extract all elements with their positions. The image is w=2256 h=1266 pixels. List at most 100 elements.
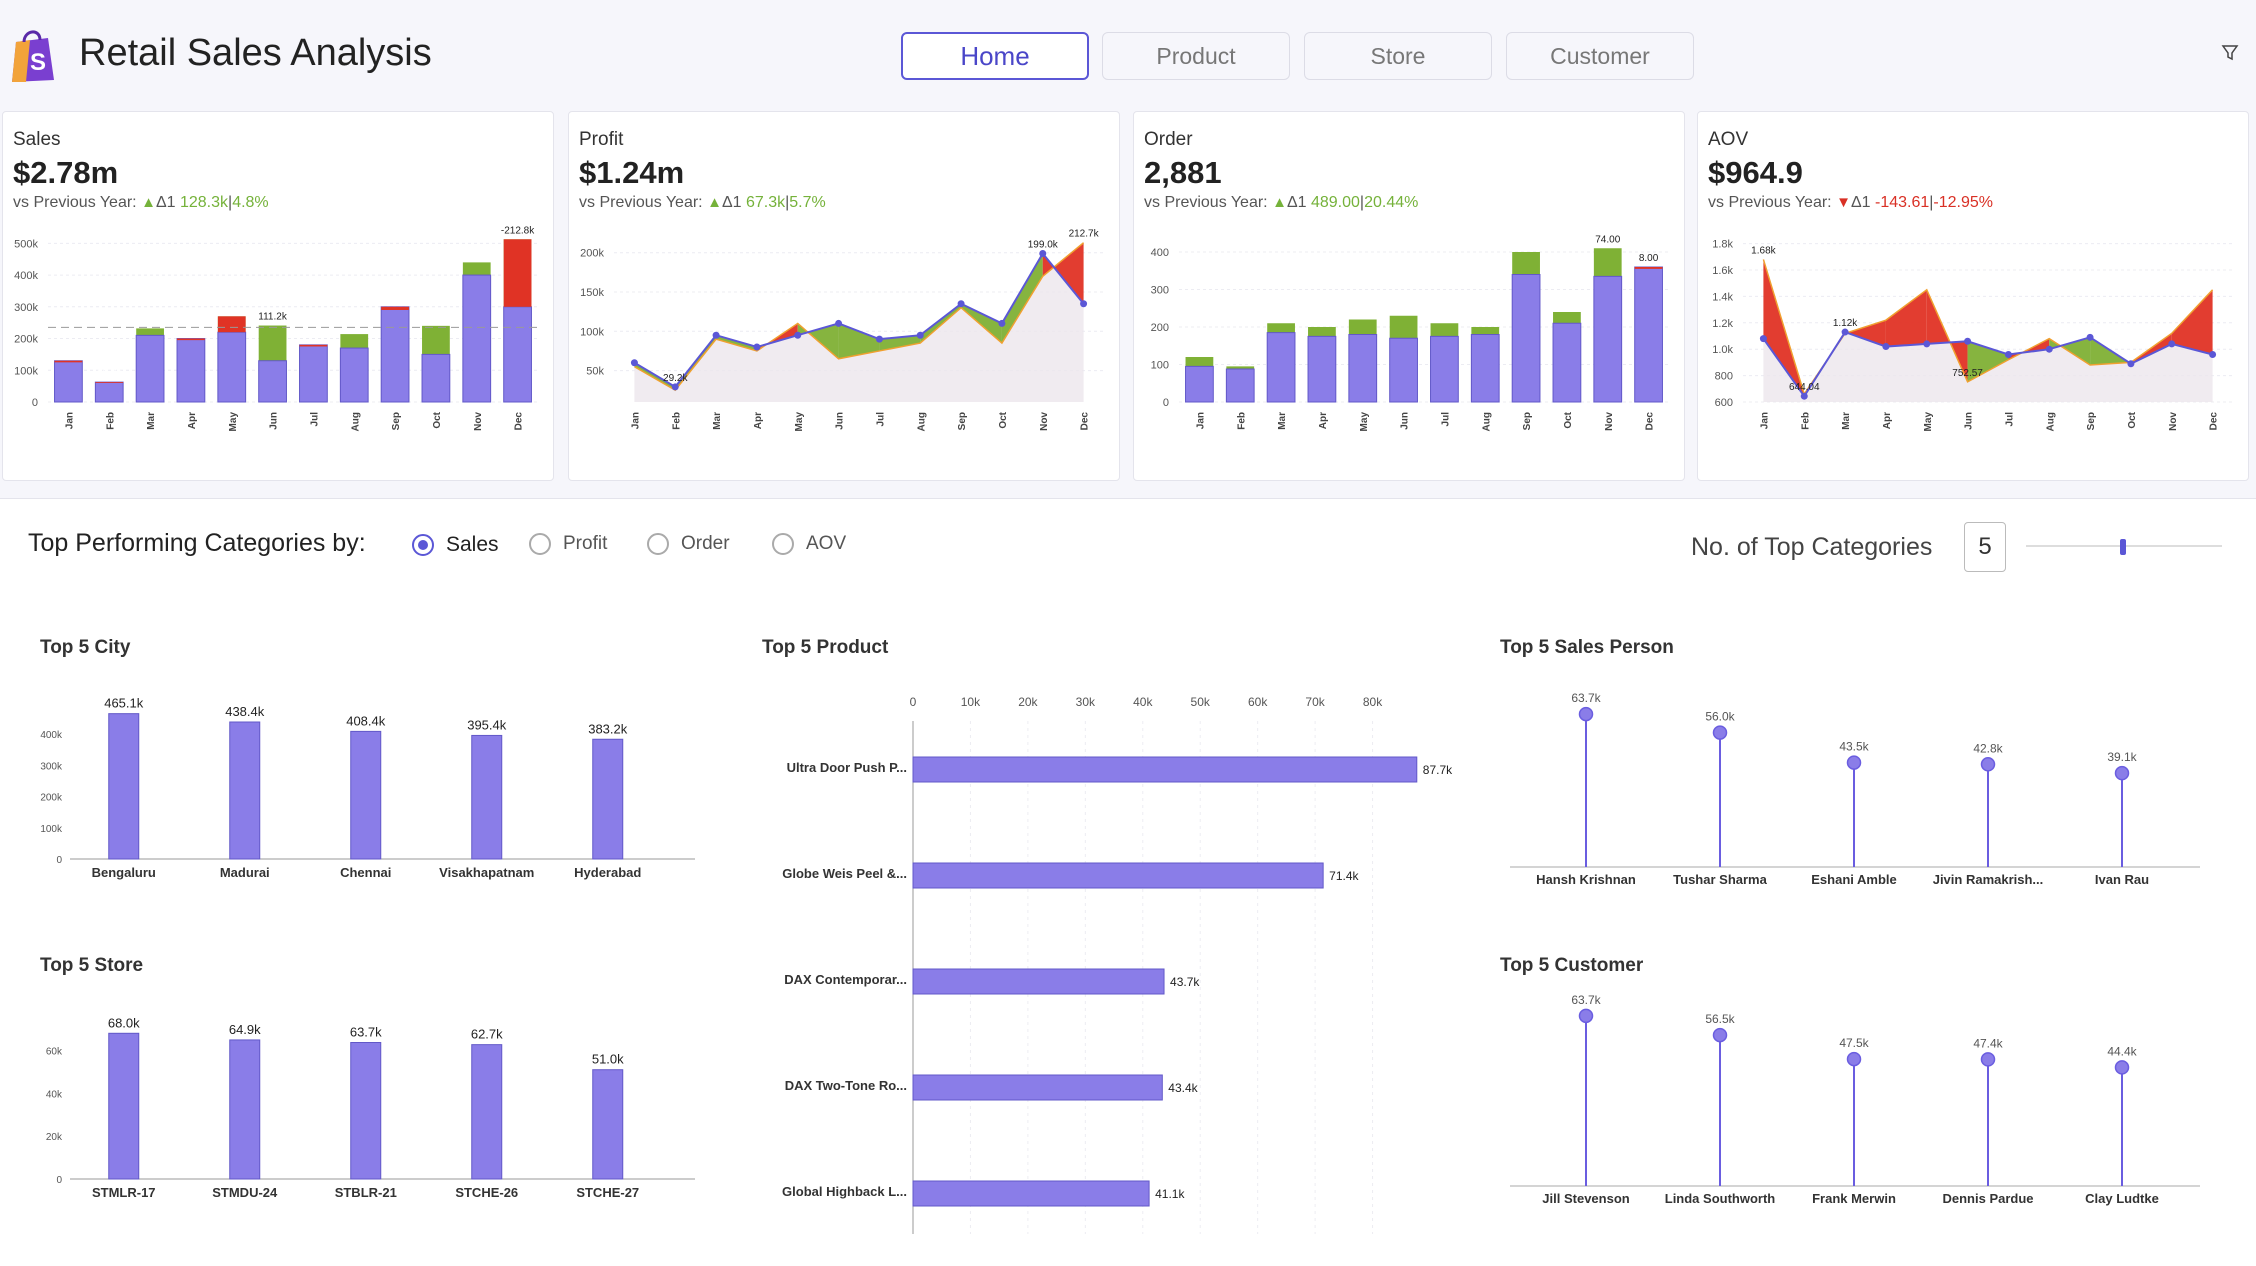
tab-customer[interactable]: Customer [1506,32,1694,80]
variance-band [2171,289,2213,355]
data-point [1882,343,1890,351]
topn-input[interactable]: 5 [1964,522,2006,572]
y-tick-label: 20k [46,1132,63,1143]
bar [462,274,492,403]
kpi-comparison: vs Previous Year: ▲Δ1 489.00|20.44% [1144,194,1419,211]
variance-band [838,323,880,359]
y-tick-label: 1.8k [1712,239,1733,251]
x-tick-label: Nov [2168,412,2179,431]
y-tick-label: 600 [1715,397,1733,409]
bar-variance [1226,366,1255,369]
y-tick-label: 1.2k [1712,318,1733,330]
y-tick-label: 800 [1715,371,1733,383]
lollipop-head [1712,1027,1728,1043]
x-tick-label: Hansh Krishnan [1536,872,1636,887]
bar-variance [1512,252,1540,275]
bar [1634,266,1663,403]
svg-text:S: S [30,49,46,76]
x-tick-label: 60k [1248,695,1268,709]
x-tick-label: Hyderabad [574,865,641,880]
data-point [2127,360,2135,368]
lollipop-head [1846,755,1862,770]
x-tick-label: Nov [473,412,484,431]
filter-icon[interactable] [2218,40,2242,64]
slider-thumb[interactable] [2120,539,2126,555]
x-tick-label: May [794,412,805,432]
variance-band [1885,289,1927,347]
bar-variance [1553,312,1581,324]
data-point [630,359,638,367]
radio-order[interactable]: Order [647,533,730,555]
x-tick-label: Mar [712,412,723,430]
topn-slider[interactable] [2026,539,2222,555]
tab-store[interactable]: Store [1304,32,1492,80]
data-label: 62.7k [97,368,122,379]
bar [339,347,369,403]
x-tick-label: Oct [998,411,1009,428]
bar-variance [340,334,369,349]
data-label: 29.2k [663,373,688,384]
x-tick-label: Jun [269,412,280,430]
data-label: 199.0k [1028,240,1059,251]
data-point [2209,350,2217,358]
radio-profit[interactable]: Profit [529,533,607,555]
y-tick-label: 200k [580,248,604,260]
y-tick-label: 400k [14,270,38,282]
y-tick-label: 100k [580,326,604,338]
y-tick-label: 300k [40,761,63,772]
y-tick-label: 400 [1151,247,1169,259]
radio-aov[interactable]: AOV [772,533,846,555]
data-label: 63.7k [1571,993,1601,1007]
data-label: 111.2k [258,312,288,323]
bar-variance [54,360,83,363]
lollipop-head [1578,1008,1594,1024]
data-point [998,319,1006,327]
data-label: 39.1k [2107,750,2137,764]
x-tick-label: May [1923,412,1934,432]
data-label: 71.4k [1329,869,1359,883]
bar [1389,337,1418,403]
y-tick-label: 0 [56,855,62,866]
bar [108,713,140,860]
data-point [916,331,924,339]
y-tick-label: 150k [580,287,604,299]
aov-trend-chart: 600 800 1.0k 1.2k 1.4k 1.6k 1.8k Jan Feb Mar Apr Ma… [1712,239,2233,432]
x-tick-label: Feb [105,412,116,430]
kpi-comparison: vs Previous Year: ▼Δ1 -143.61|-12.95% [1708,194,1993,211]
x-tick-label: 30k [1076,695,1096,709]
y-tick-label: 50k [586,366,604,378]
x-tick-label: May [1359,412,1370,432]
x-tick-label: Aug [2045,412,2056,431]
bar [94,381,124,403]
data-label: 43.5k [1839,740,1869,754]
bar-variance [177,338,205,341]
data-point [753,343,761,351]
x-tick-label: Ivan Rau [2095,872,2149,887]
bar-variance [1471,327,1500,335]
x-tick-label: STMLR-17 [92,1185,156,1200]
y-tick-label: DAX Two-Tone Ro... [785,1078,907,1093]
bar-variance [381,306,409,310]
data-point [671,383,679,391]
kpi-card-sales: Sales $2.78m vs Previous Year: ▲Δ1 128.3… [2,111,554,481]
x-tick-label: Mar [1277,412,1288,430]
x-tick-label: Eshani Amble [1811,872,1896,887]
y-tick-label: 500k [14,238,38,250]
top-city-chart: 0 100k 200k 300k 400k 465.1k Bengaluru 438.4k Ma… [40,696,695,880]
kpi-label: Sales [13,129,61,150]
data-point [2045,345,2053,353]
x-tick-label: 80k [1363,695,1383,709]
radio-sales[interactable]: Sales [412,533,499,557]
y-tick-label: 300 [1151,285,1169,297]
bar [1185,365,1214,403]
tab-home[interactable]: Home [901,32,1089,80]
data-point [1841,328,1849,336]
lollipop-head [1980,757,1996,772]
y-tick-label: 200k [40,793,63,804]
data-label: 1.68k [1751,245,1776,256]
bar [258,360,287,403]
bar-variance [1185,357,1214,367]
kpi-card-profit: Profit $1.24m vs Previous Year: ▲Δ1 67.3… [568,111,1120,481]
chart-title: Top 5 Sales Person [1500,637,1674,658]
tab-product[interactable]: Product [1102,32,1290,80]
